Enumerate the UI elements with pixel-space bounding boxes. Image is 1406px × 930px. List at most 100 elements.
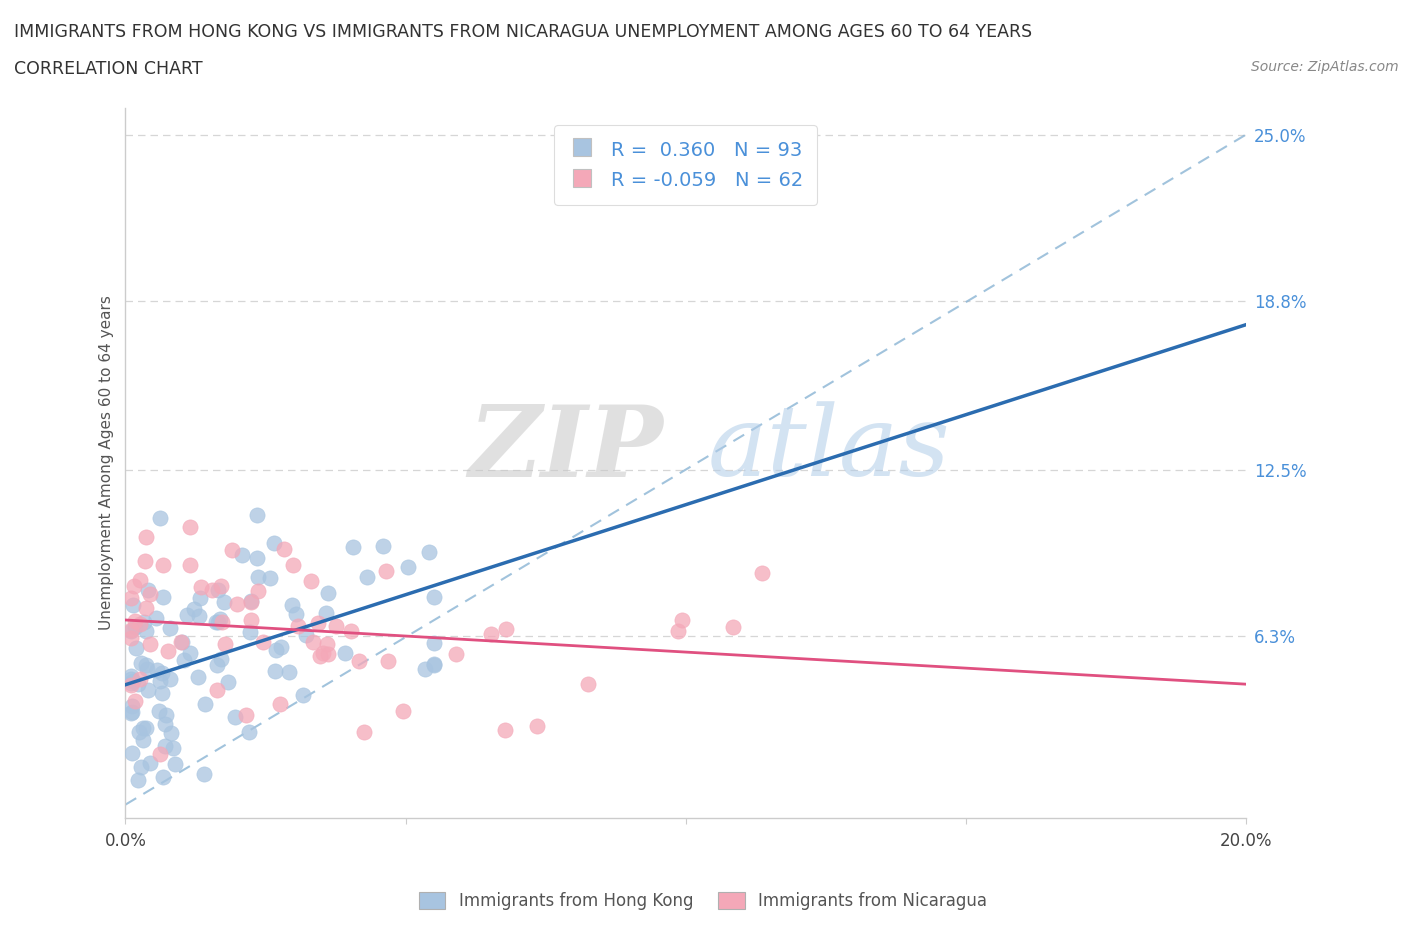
Text: CORRELATION CHART: CORRELATION CHART: [14, 60, 202, 78]
Point: [136, 661, 159, 676]
Point: [263, 664, 285, 679]
Point: [263, 536, 285, 551]
Point: [240, 594, 263, 609]
Point: [153, 738, 176, 753]
Point: [138, 636, 160, 651]
Point: [155, 708, 177, 723]
Point: [205, 615, 228, 630]
Point: [179, 645, 201, 660]
Point: [353, 724, 375, 739]
Point: [159, 671, 181, 686]
Point: [135, 721, 157, 736]
Point: [136, 683, 159, 698]
Point: [422, 656, 444, 671]
Point: [145, 610, 167, 625]
Point: [226, 596, 249, 611]
Point: [356, 570, 378, 585]
Point: [120, 622, 142, 637]
Point: [209, 578, 232, 593]
Point: [157, 644, 180, 658]
Point: [136, 583, 159, 598]
Point: [149, 747, 172, 762]
Point: [176, 607, 198, 622]
Point: [129, 573, 152, 588]
Point: [121, 705, 143, 720]
Point: [150, 685, 173, 700]
Point: [325, 618, 347, 633]
Legend: Immigrants from Hong Kong, Immigrants from Nicaragua: Immigrants from Hong Kong, Immigrants fr…: [412, 885, 994, 917]
Point: [238, 725, 260, 740]
Point: [122, 598, 145, 613]
Point: [270, 640, 292, 655]
Point: [342, 540, 364, 555]
Point: [148, 704, 170, 719]
Point: [422, 658, 444, 672]
Point: [120, 669, 142, 684]
Point: [150, 666, 173, 681]
Point: [252, 634, 274, 649]
Point: [135, 601, 157, 616]
Point: [188, 609, 211, 624]
Point: [751, 565, 773, 580]
Point: [526, 719, 548, 734]
Point: [284, 606, 307, 621]
Point: [139, 586, 162, 601]
Point: [125, 641, 148, 656]
Point: [160, 725, 183, 740]
Point: [374, 563, 396, 578]
Point: [316, 585, 339, 600]
Point: [131, 721, 153, 736]
Point: [135, 623, 157, 638]
Point: [214, 636, 236, 651]
Point: [418, 544, 440, 559]
Point: [172, 634, 194, 649]
Point: [170, 634, 193, 649]
Point: [128, 724, 150, 739]
Point: [392, 703, 415, 718]
Point: [127, 772, 149, 787]
Point: [247, 584, 270, 599]
Point: [190, 580, 212, 595]
Point: [131, 733, 153, 748]
Point: [152, 590, 174, 604]
Point: [135, 658, 157, 672]
Point: [121, 746, 143, 761]
Point: [209, 651, 232, 666]
Point: [576, 676, 599, 691]
Point: [120, 671, 142, 686]
Point: [335, 645, 357, 660]
Point: [211, 615, 233, 630]
Point: [721, 619, 744, 634]
Point: [121, 698, 143, 713]
Point: [235, 708, 257, 723]
Point: [153, 716, 176, 731]
Point: [207, 683, 229, 698]
Point: [339, 624, 361, 639]
Point: [173, 652, 195, 667]
Point: [294, 628, 316, 643]
Point: [240, 593, 263, 608]
Text: atlas: atlas: [709, 401, 950, 497]
Point: [207, 658, 229, 672]
Point: [208, 611, 231, 626]
Text: ZIP: ZIP: [468, 401, 664, 497]
Point: [124, 614, 146, 629]
Point: [134, 614, 156, 629]
Point: [165, 757, 187, 772]
Y-axis label: Unemployment Among Ages 60 to 64 years: Unemployment Among Ages 60 to 64 years: [100, 296, 114, 631]
Point: [217, 675, 239, 690]
Point: [315, 605, 337, 620]
Point: [134, 553, 156, 568]
Point: [124, 619, 146, 634]
Point: [183, 601, 205, 616]
Point: [146, 663, 169, 678]
Point: [221, 542, 243, 557]
Point: [316, 637, 339, 652]
Legend: R =  0.360   N = 93, R = -0.059   N = 62: R = 0.360 N = 93, R = -0.059 N = 62: [554, 125, 817, 205]
Point: [124, 694, 146, 709]
Point: [307, 615, 329, 630]
Point: [422, 635, 444, 650]
Point: [666, 623, 689, 638]
Point: [281, 598, 304, 613]
Point: [247, 570, 270, 585]
